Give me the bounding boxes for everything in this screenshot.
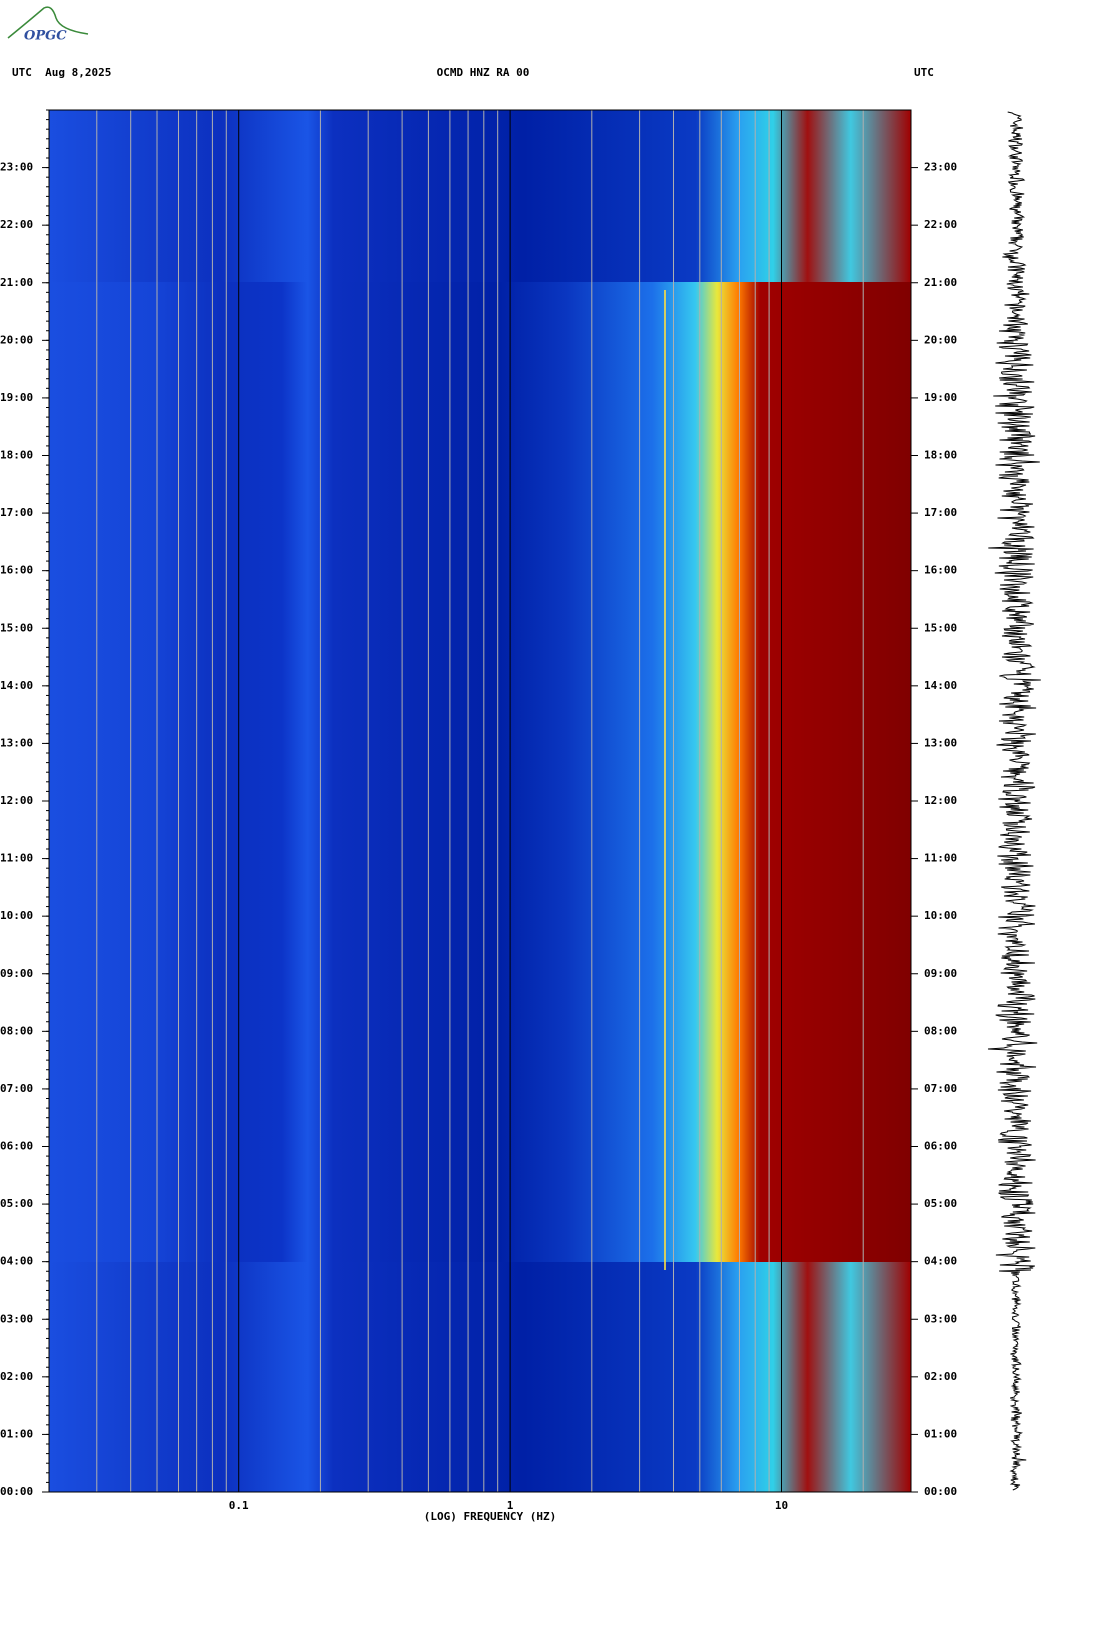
- y-tick-label: 00:00: [924, 1485, 957, 1498]
- y-tick-label: 09:00: [0, 967, 33, 980]
- spectrogram-quiet: [49, 110, 911, 282]
- y-tick-label: 17:00: [924, 506, 957, 519]
- y-tick-label: 22:00: [0, 218, 33, 231]
- y-tick-label: 05:00: [924, 1197, 957, 1210]
- y-tick-label: 05:00: [0, 1197, 33, 1210]
- y-tick-label: 13:00: [924, 736, 957, 749]
- y-tick-label: 08:00: [0, 1024, 33, 1037]
- y-tick-label: 07:00: [924, 1082, 957, 1095]
- y-tick-label: 11:00: [924, 852, 957, 865]
- y-tick-label: 22:00: [924, 218, 957, 231]
- y-tick-label: 08:00: [924, 1024, 957, 1037]
- y-tick-label: 16:00: [924, 564, 957, 577]
- y-tick-label: 23:00: [0, 161, 33, 174]
- x-tick-label: 10: [775, 1499, 788, 1512]
- y-tick-label: 12:00: [924, 794, 957, 807]
- logo-curve: [7, 6, 89, 39]
- y-tick-label: 14:00: [924, 679, 957, 692]
- y-tick-label: 21:00: [924, 276, 957, 289]
- x-tick-label: 0.1: [229, 1499, 249, 1512]
- y-tick-label: 00:00: [0, 1485, 33, 1498]
- y-tick-label: 09:00: [924, 967, 957, 980]
- chart-title: OCMD HNZ RA 00: [437, 66, 530, 79]
- seismogram: [987, 111, 1041, 1491]
- spectrogram-quiet: [49, 1262, 911, 1492]
- y-tick-label: 03:00: [924, 1312, 957, 1325]
- y-tick-label: 06:00: [924, 1140, 957, 1153]
- y-tick-label: 11:00: [0, 852, 33, 865]
- y-tick-label: 04:00: [0, 1255, 33, 1268]
- y-tick-label: 15:00: [924, 621, 957, 634]
- header-right: UTC: [914, 66, 934, 79]
- y-tick-label: 12:00: [0, 794, 33, 807]
- y-tick-label: 06:00: [0, 1140, 33, 1153]
- header-left: UTC Aug 8,2025: [12, 66, 111, 79]
- y-tick-label: 10:00: [0, 909, 33, 922]
- y-tick-label: 23:00: [924, 161, 957, 174]
- y-tick-label: 18:00: [924, 449, 957, 462]
- y-tick-label: 03:00: [0, 1312, 33, 1325]
- y-tick-label: 20:00: [924, 333, 957, 346]
- spectrogram: [49, 110, 911, 1492]
- y-tick-label: 20:00: [0, 333, 33, 346]
- logo: OPGC: [24, 29, 67, 44]
- y-tick-label: 01:00: [0, 1427, 33, 1440]
- y-tick-label: 19:00: [924, 391, 957, 404]
- y-tick-label: 13:00: [0, 736, 33, 749]
- y-tick-label: 15:00: [0, 621, 33, 634]
- y-tick-label: 04:00: [924, 1255, 957, 1268]
- y-tick-label: 10:00: [924, 909, 957, 922]
- y-tick-label: 16:00: [0, 564, 33, 577]
- y-tick-label: 14:00: [0, 679, 33, 692]
- x-axis-label: (LOG) FREQUENCY (HZ): [424, 1510, 556, 1523]
- y-tick-label: 01:00: [924, 1427, 957, 1440]
- y-tick-label: 21:00: [0, 276, 33, 289]
- x-tick-label: 1: [507, 1499, 514, 1512]
- y-tick-label: 18:00: [0, 449, 33, 462]
- y-tick-label: 02:00: [0, 1370, 33, 1383]
- y-tick-label: 17:00: [0, 506, 33, 519]
- y-tick-label: 02:00: [924, 1370, 957, 1383]
- y-tick-label: 07:00: [0, 1082, 33, 1095]
- y-tick-label: 19:00: [0, 391, 33, 404]
